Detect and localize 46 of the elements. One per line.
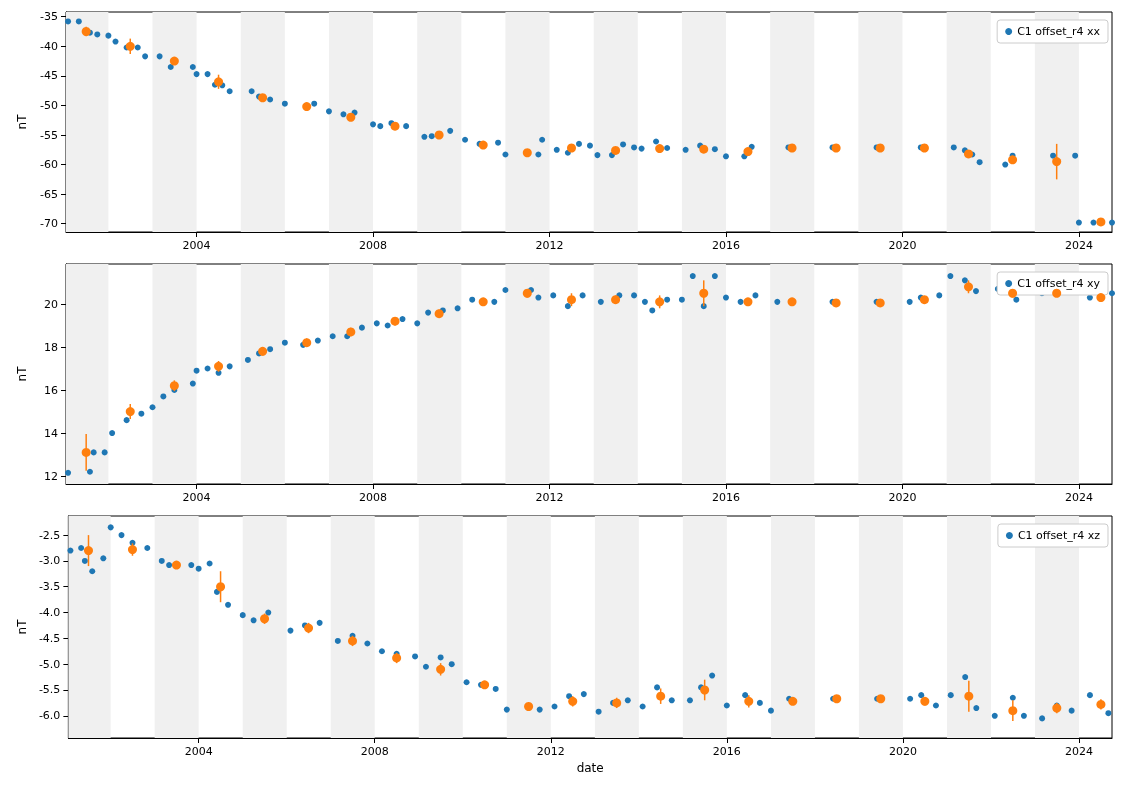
y-axis-title: nT [15, 365, 29, 382]
y-tick-label: -50 [40, 98, 58, 112]
y-tick-label: -5.5 [38, 683, 61, 697]
y-tick-label: -65 [40, 187, 58, 201]
y-tick-label: 18 [44, 340, 58, 354]
y-tick-label: 12 [44, 469, 58, 483]
x-tick-label: 2024 [1064, 491, 1093, 504]
y-tick-label: 16 [44, 383, 58, 397]
x-tick-label: 2024 [1064, 745, 1093, 758]
x-tick-label: 2008 [359, 491, 388, 504]
x-tick-label: 2020 [888, 491, 917, 504]
y-tick-label: -4.5 [38, 631, 61, 645]
y-tick-label: -3.0 [38, 554, 61, 568]
x-tick-label: 2004 [184, 745, 213, 758]
x-tick-label: 2012 [536, 745, 565, 758]
y-axis-title: nT [15, 618, 29, 635]
y-tick-label: -4.0 [38, 606, 61, 620]
x-tick-label: 2020 [888, 745, 917, 758]
x-tick-label: 2024 [1064, 239, 1093, 252]
y-tick-label: -5.0 [38, 657, 61, 671]
x-tick-label: 2012 [535, 491, 564, 504]
legend-label: C1 offset_r4 xx [1017, 25, 1101, 38]
x-tick-label: 2004 [182, 239, 211, 252]
y-tick-label: -6.0 [38, 709, 61, 723]
y-tick-label: -60 [40, 158, 58, 172]
x-tick-label: 2016 [711, 491, 740, 504]
legend-label: C1 offset_r4 xy [1017, 277, 1101, 290]
x-tick-label: 2020 [888, 239, 917, 252]
y-tick-label: -45 [40, 69, 58, 83]
x-tick-label: 2008 [359, 239, 388, 252]
x-tick-label: 2008 [360, 745, 389, 758]
x-tick-label: 2016 [712, 745, 741, 758]
x-tick-label: 2004 [182, 491, 211, 504]
y-tick-label: -40 [40, 39, 58, 53]
y-tick-label: 14 [44, 426, 58, 440]
x-axis-title: date [576, 761, 604, 775]
y-axis-title: nT [15, 113, 29, 130]
y-tick-label: -55 [40, 128, 58, 142]
legend-label: C1 offset_r4 xz [1017, 529, 1101, 542]
y-tick-label: -3.5 [38, 580, 61, 594]
y-tick-label: -35 [40, 10, 58, 24]
x-tick-label: 2016 [711, 239, 740, 252]
y-tick-label: -70 [40, 217, 58, 231]
y-tick-label: -2.5 [38, 528, 61, 542]
y-tick-label: 20 [44, 297, 58, 311]
x-tick-label: 2012 [535, 239, 564, 252]
